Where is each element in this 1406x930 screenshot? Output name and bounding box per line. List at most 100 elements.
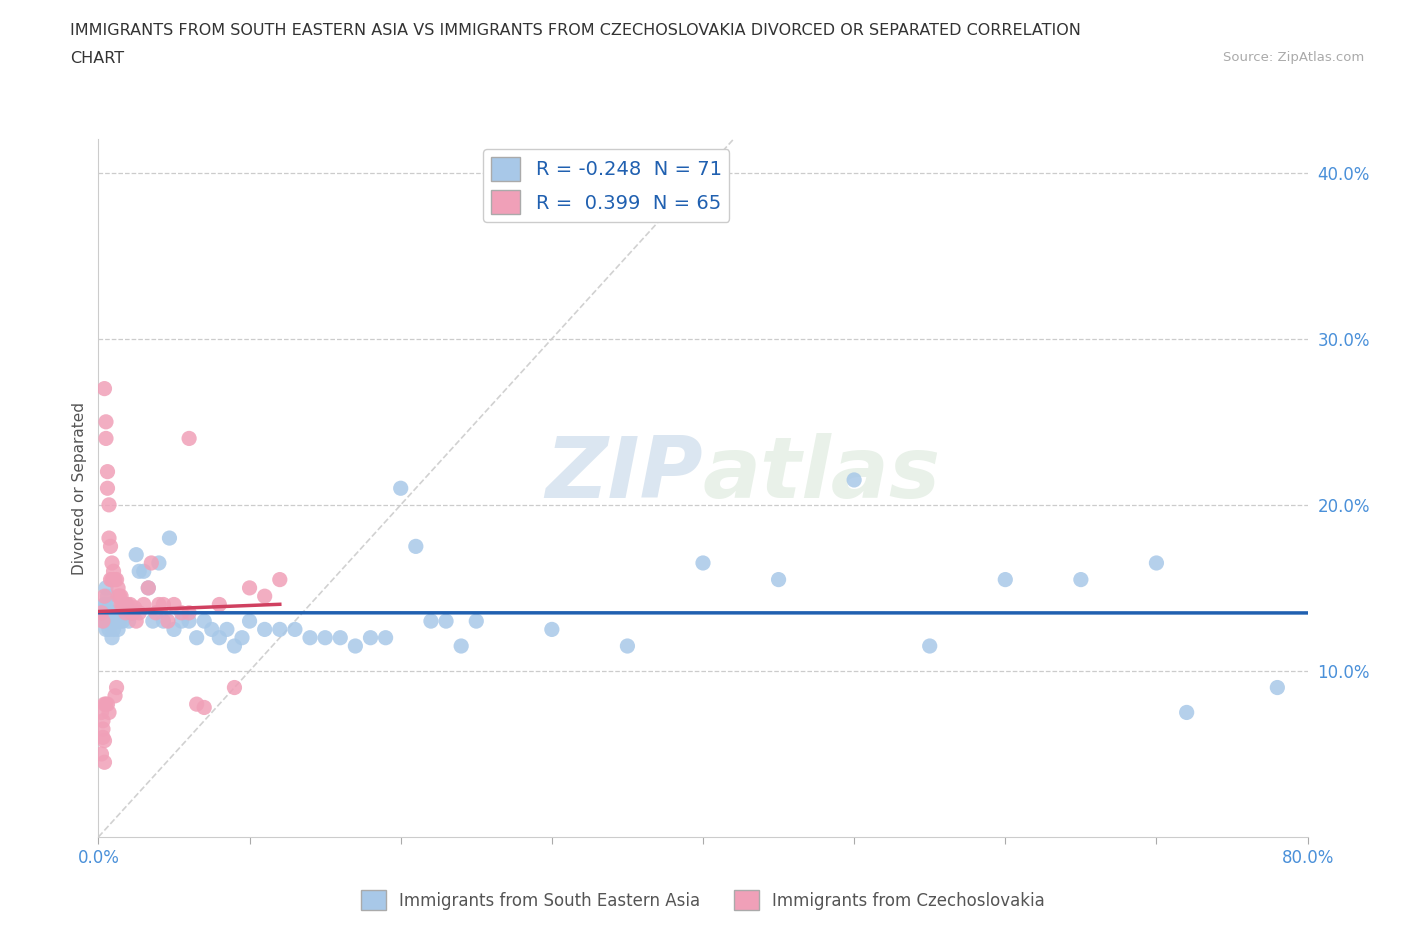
Point — [103, 572, 125, 587]
Point — [107, 589, 129, 604]
Point — [93, 697, 115, 711]
Point — [170, 605, 193, 620]
Point — [179, 614, 201, 629]
Point — [136, 580, 159, 595]
Text: atlas: atlas — [703, 432, 941, 516]
Point — [100, 539, 122, 554]
Point — [90, 747, 112, 762]
Point — [108, 589, 131, 604]
Point — [121, 605, 143, 620]
Point — [1175, 705, 1198, 720]
Point — [98, 531, 121, 546]
Point — [239, 614, 262, 629]
Point — [101, 555, 124, 570]
Point — [93, 755, 115, 770]
Point — [329, 631, 352, 645]
Point — [148, 555, 170, 570]
Point — [96, 614, 118, 629]
Point — [91, 614, 114, 629]
Legend: Immigrants from South Eastern Asia, Immigrants from Czechoslovakia: Immigrants from South Eastern Asia, Immi… — [354, 884, 1052, 917]
Legend: R = -0.248  N = 71, R =  0.399  N = 65: R = -0.248 N = 71, R = 0.399 N = 65 — [484, 149, 730, 222]
Point — [93, 589, 115, 604]
Point — [253, 622, 276, 637]
Point — [132, 564, 155, 578]
Point — [141, 555, 163, 570]
Point — [105, 680, 128, 695]
Point — [170, 614, 193, 629]
Point — [114, 597, 136, 612]
Point — [152, 597, 174, 612]
Point — [994, 572, 1017, 587]
Point — [145, 605, 167, 620]
Point — [142, 614, 165, 629]
Point — [98, 622, 121, 637]
Point — [163, 622, 186, 637]
Point — [269, 622, 291, 637]
Point — [201, 622, 224, 637]
Point — [91, 605, 114, 620]
Point — [107, 622, 129, 637]
Point — [1070, 572, 1092, 587]
Point — [253, 589, 276, 604]
Point — [100, 597, 122, 612]
Point — [918, 639, 941, 654]
Point — [93, 597, 115, 612]
Point — [128, 564, 150, 578]
Point — [98, 705, 121, 720]
Point — [98, 614, 121, 629]
Point — [156, 614, 179, 629]
Point — [93, 614, 115, 629]
Point — [94, 697, 117, 711]
Point — [121, 605, 143, 620]
Point — [93, 381, 115, 396]
Point — [163, 597, 186, 612]
Point — [128, 605, 150, 620]
Point — [148, 597, 170, 612]
Point — [136, 580, 159, 595]
Point — [616, 639, 638, 654]
Point — [208, 631, 231, 645]
Point — [91, 713, 114, 728]
Point — [344, 639, 367, 654]
Point — [114, 605, 136, 620]
Point — [299, 631, 322, 645]
Point — [110, 589, 132, 604]
Point — [231, 631, 253, 645]
Text: IMMIGRANTS FROM SOUTH EASTERN ASIA VS IMMIGRANTS FROM CZECHOSLOVAKIA DIVORCED OR: IMMIGRANTS FROM SOUTH EASTERN ASIA VS IM… — [70, 23, 1081, 38]
Point — [120, 597, 142, 612]
Point — [389, 481, 412, 496]
Point — [179, 431, 201, 445]
Point — [125, 614, 148, 629]
Point — [284, 622, 307, 637]
Point — [93, 733, 115, 748]
Point — [269, 572, 291, 587]
Point — [91, 722, 114, 737]
Point — [1144, 555, 1167, 570]
Point — [101, 631, 124, 645]
Point — [122, 605, 145, 620]
Point — [101, 572, 124, 587]
Point — [94, 622, 117, 637]
Point — [108, 614, 131, 629]
Point — [91, 730, 114, 745]
Point — [844, 472, 866, 487]
Point — [692, 555, 714, 570]
Point — [314, 631, 336, 645]
Point — [104, 572, 127, 587]
Point — [104, 688, 127, 703]
Point — [193, 700, 215, 715]
Point — [193, 614, 215, 629]
Point — [434, 614, 457, 629]
Point — [101, 605, 124, 620]
Point — [465, 614, 488, 629]
Point — [103, 622, 125, 637]
Y-axis label: Divorced or Separated: Divorced or Separated — [72, 402, 87, 575]
Point — [103, 564, 125, 578]
Point — [111, 597, 134, 612]
Point — [132, 597, 155, 612]
Point — [94, 580, 117, 595]
Point — [96, 464, 118, 479]
Point — [118, 601, 141, 616]
Point — [224, 639, 246, 654]
Point — [405, 539, 427, 554]
